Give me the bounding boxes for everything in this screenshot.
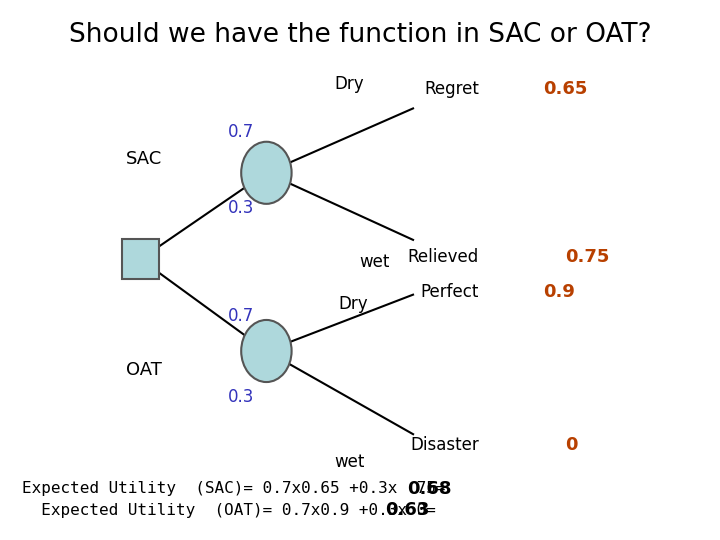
Text: wet: wet <box>359 253 390 271</box>
Text: Expected Utility  (OAT)= 0.7x0.9 +0.3x 0=: Expected Utility (OAT)= 0.7x0.9 +0.3x 0= <box>22 503 455 518</box>
Text: 0.7: 0.7 <box>228 123 254 141</box>
Text: Relieved: Relieved <box>408 247 479 266</box>
Text: 0.65: 0.65 <box>544 80 588 98</box>
Text: 0.75: 0.75 <box>565 247 610 266</box>
Text: Should we have the function in SAC or OAT?: Should we have the function in SAC or OA… <box>68 22 652 48</box>
Text: wet: wet <box>334 453 364 471</box>
Text: Perfect: Perfect <box>420 282 479 301</box>
Text: 0.7: 0.7 <box>228 307 254 325</box>
Text: SAC: SAC <box>126 150 162 168</box>
Text: Disaster: Disaster <box>410 436 479 455</box>
Ellipse shape <box>241 141 292 204</box>
FancyBboxPatch shape <box>122 239 159 280</box>
Text: 0.9: 0.9 <box>544 282 575 301</box>
Text: Dry: Dry <box>338 295 368 313</box>
Text: OAT: OAT <box>126 361 162 379</box>
Text: 0.68: 0.68 <box>407 480 451 498</box>
Text: Expected Utility  (SAC)= 0.7x0.65 +0.3x .75=: Expected Utility (SAC)= 0.7x0.65 +0.3x .… <box>22 481 464 496</box>
Text: 0.63: 0.63 <box>385 501 430 519</box>
Text: 0.3: 0.3 <box>228 388 254 406</box>
Text: 0: 0 <box>565 436 577 455</box>
Text: Regret: Regret <box>424 80 479 98</box>
Ellipse shape <box>241 320 292 382</box>
Text: Dry: Dry <box>334 75 364 93</box>
Text: Expected Utility  (SAC)= 0.7x0.65 +0.3x .75=  0.68: Expected Utility (SAC)= 0.7x0.65 +0.3x .… <box>22 481 436 496</box>
Text: 0.3: 0.3 <box>228 199 254 217</box>
